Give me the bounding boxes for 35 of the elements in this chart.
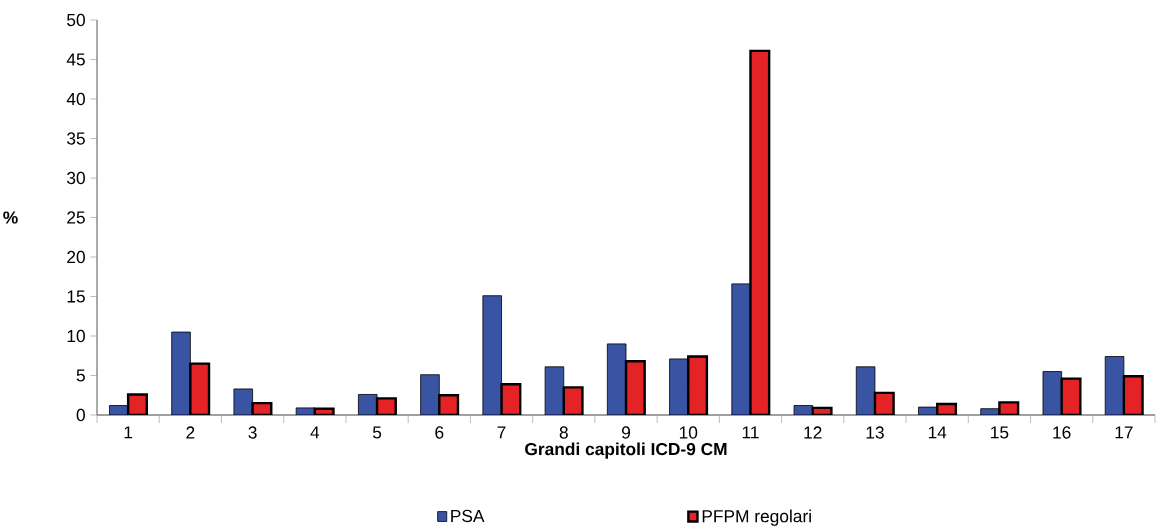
y-tick-label: 35 <box>67 132 85 145</box>
x-tick-label: 15 <box>991 426 1009 439</box>
y-tick-label: 10 <box>67 329 85 343</box>
x-tick-label: 10 <box>679 426 698 439</box>
y-axis-title: % <box>3 211 18 224</box>
x-tick-label: 11 <box>742 426 759 439</box>
x-tick-label: 16 <box>1053 426 1071 439</box>
y-tick-label: 30 <box>67 171 85 185</box>
x-tick-label: 2 <box>186 426 195 439</box>
y-tick-label: 0 <box>76 408 85 422</box>
x-tick-label: 8 <box>559 426 568 439</box>
x-tick-label: 5 <box>372 426 382 439</box>
bar <box>420 374 440 415</box>
x-axis-title: Grandi capitoli ICD-9 CM <box>525 442 727 459</box>
legend-label: PFPM regolari <box>702 509 811 526</box>
x-tick-label: 4 <box>310 426 320 439</box>
bar <box>171 331 191 415</box>
y-tick-label: 25 <box>67 211 85 224</box>
y-tick-label: 5 <box>76 369 85 382</box>
x-tick-label: 1 <box>124 426 133 439</box>
y-tick-label: 40 <box>66 92 85 106</box>
y-tick-label: 45 <box>66 53 85 66</box>
bar <box>731 283 751 415</box>
x-tick-label: 14 <box>928 426 947 439</box>
legend-label: PSA <box>451 509 485 523</box>
x-tick-label: 17 <box>1115 426 1133 439</box>
y-tick-label: 15 <box>67 290 85 303</box>
x-tick-label: 9 <box>622 426 631 439</box>
y-tick-label: 50 <box>67 13 85 27</box>
x-tick-label: 7 <box>497 426 506 439</box>
y-tick-label: 20 <box>67 250 85 264</box>
x-tick-label: 12 <box>804 426 822 439</box>
x-tick-label: 3 <box>248 426 257 439</box>
x-tick-label: 6 <box>435 426 444 439</box>
x-tick-label: 13 <box>866 426 884 439</box>
